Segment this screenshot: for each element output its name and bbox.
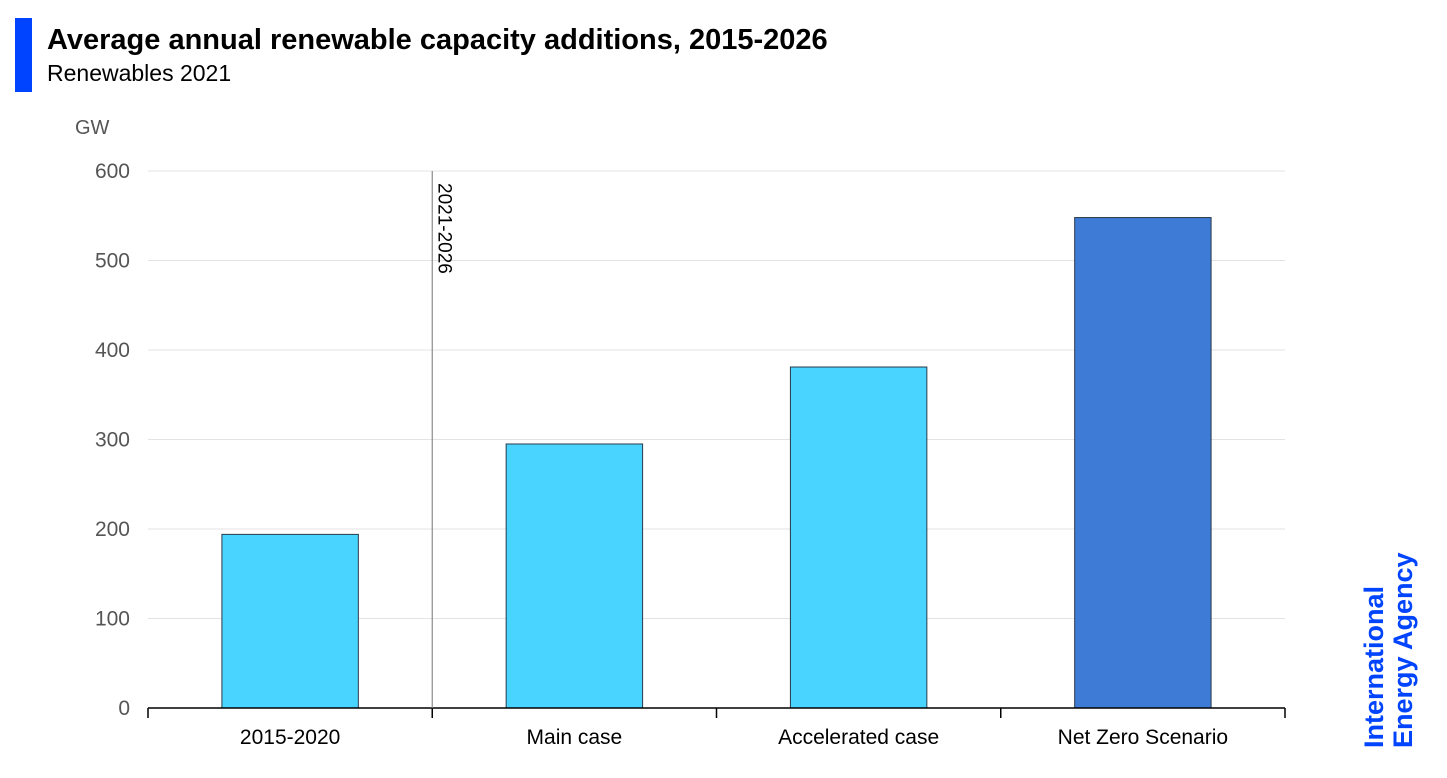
annotation: 2021-2026 [431, 171, 454, 708]
logo-line-1: International [1359, 585, 1389, 748]
x-axis [147, 707, 1286, 718]
y-tick-label: 100 [95, 608, 130, 631]
x-axis-ticks: 2015-2020 Main case Accelerated case Net Ze… [240, 726, 1228, 749]
chart-title: Average annual renewable capacity additi… [47, 24, 828, 56]
divider-label: 2021-2026 [433, 183, 454, 274]
y-tick-label: 300 [95, 429, 130, 452]
title-accent-bar [15, 18, 32, 92]
x-tick-label: Main case [527, 726, 623, 749]
bar [221, 533, 359, 709]
y-tick-label: 0 [118, 697, 130, 720]
y-axis-ticks: 0 100 200 300 400 500 600 [95, 160, 130, 720]
y-tick-label: 500 [95, 250, 130, 273]
y-tick-label: 200 [95, 518, 130, 541]
bar [789, 366, 928, 709]
logo-line-2: Energy Agency [1388, 552, 1418, 748]
bar [1074, 217, 1212, 709]
bars [221, 217, 1212, 709]
y-tick-label: 400 [95, 339, 130, 362]
x-tick-label: Net Zero Scenario [1058, 726, 1228, 749]
iea-logo: International Energy Agency [1359, 518, 1418, 748]
y-axis-unit: GW [75, 117, 110, 139]
chart-subtitle: Renewables 2021 [47, 60, 232, 86]
y-tick-label: 600 [95, 160, 130, 183]
bar [505, 443, 644, 709]
x-tick-label: Accelerated case [778, 726, 939, 749]
x-tick-label: 2015-2020 [240, 726, 340, 749]
